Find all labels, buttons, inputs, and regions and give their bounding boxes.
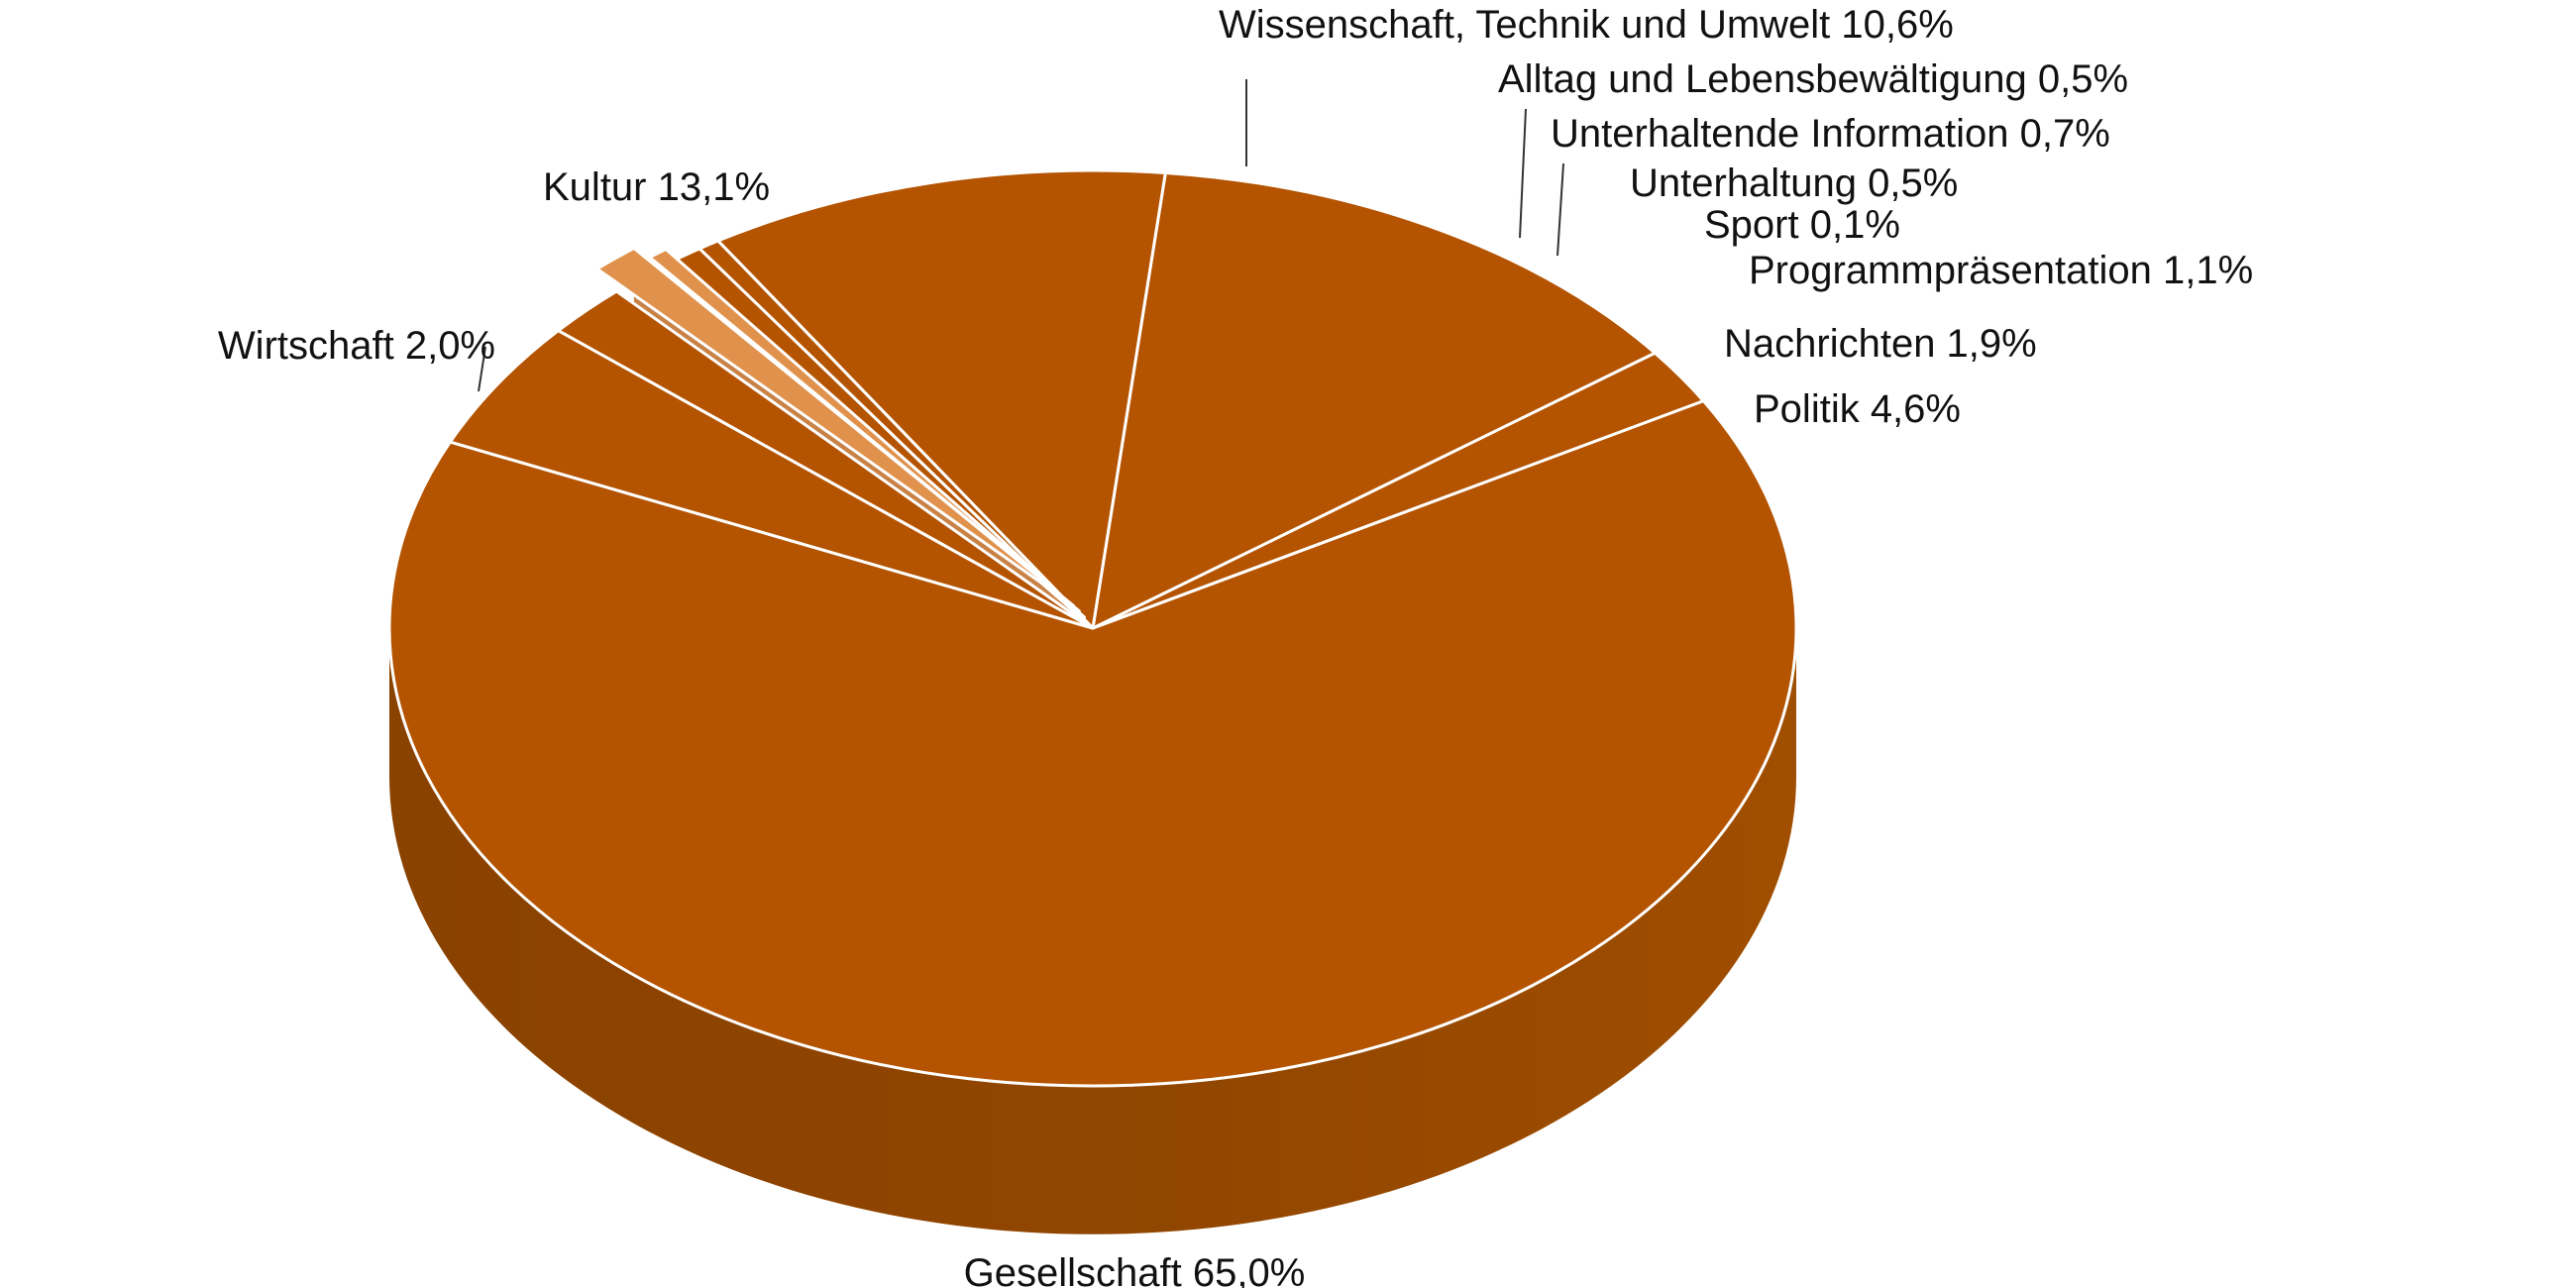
label-gesellschaft: Gesellschaft 65,0% xyxy=(964,1251,1306,1288)
label-politik: Politik 4,6% xyxy=(1754,387,1961,431)
label-unterhaltende-information: Unterhaltende Information 0,7% xyxy=(1551,112,2110,156)
slice-programmpraesentation xyxy=(595,247,1075,607)
leader-line-unterhaltende-information xyxy=(1556,162,1564,257)
leader-line-alltag-und-lebensbewaeltigung xyxy=(1519,108,1527,239)
label-wirtschaft: Wirtschaft 2,0% xyxy=(218,324,495,368)
slice-kultur xyxy=(1091,170,1657,630)
slice-wissenschaft-technik-und-umwelt xyxy=(716,168,1167,630)
slice-side-gesellschaft xyxy=(389,628,1796,1234)
slice-gesellschaft xyxy=(387,399,1798,1088)
label-unterhaltung: Unterhaltung 0,5% xyxy=(1630,161,1958,205)
label-nachrichten: Nachrichten 1,9% xyxy=(1724,322,2037,366)
label-alltag-und-lebensbewaeltigung: Alltag und Lebensbewältigung 0,5% xyxy=(1498,57,2128,101)
leader-line-wirtschaft xyxy=(478,346,486,392)
label-programmpraesentation: Programmpräsentation 1,1% xyxy=(1749,249,2253,292)
label-wissenschaft-technik-und-umwelt: Wissenschaft, Technik und Umwelt 10,6% xyxy=(1219,3,1954,47)
label-kultur: Kultur 13,1% xyxy=(543,165,770,209)
pie-labels: Gesellschaft 65,0% Wirtschaft 2,0% Kultur … xyxy=(218,3,2253,1288)
slice-politik xyxy=(448,329,1095,630)
pie-slices xyxy=(387,168,1798,1088)
label-sport: Sport 0,1% xyxy=(1704,203,1900,247)
